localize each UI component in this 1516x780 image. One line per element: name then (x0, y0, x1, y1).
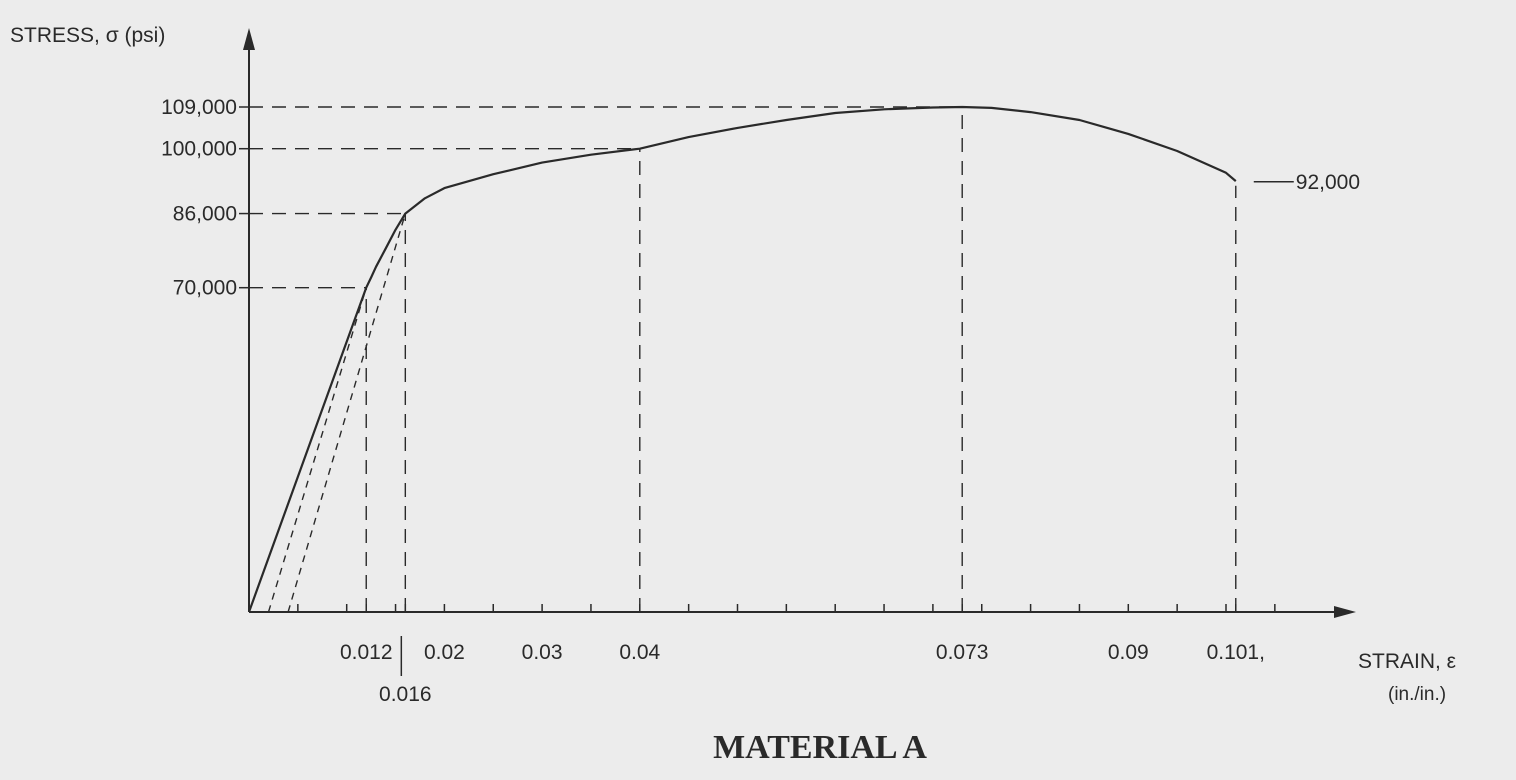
tick-marks (239, 106, 1276, 676)
tick-labels: 0.012 0.016 0.02 0.03 0.04 0.073 0.09 0.101, 109… (161, 96, 1360, 706)
x-axis-unit: (in./in.) (1388, 684, 1446, 705)
series-layer (247, 105, 1237, 613)
offset-line-1 (267, 287, 367, 613)
chart-title: MATERIAL A (713, 729, 927, 766)
x-axis-title: STRAIN, ε (1358, 650, 1456, 673)
x-tick-label: 0.016 (379, 683, 432, 706)
y-tick-label: 100,000 (161, 138, 237, 161)
x-tick-label: 0.101, (1207, 641, 1265, 664)
x-axis-arrow (1334, 606, 1356, 618)
y-axis-title: STRESS, σ (psi) (10, 24, 165, 47)
x-tick-label: 0.02 (424, 641, 465, 664)
y-tick-label: 86,000 (173, 203, 237, 226)
x-tick-label: 0.073 (936, 641, 989, 664)
y-tick-label: 109,000 (161, 96, 237, 119)
x-tick-label: 0.03 (522, 641, 563, 664)
y-axis-arrow (243, 28, 255, 50)
x-tick-label: 0.012 (340, 641, 393, 664)
offset-line-2 (287, 213, 406, 613)
reference-lines (249, 106, 1237, 612)
x-tick-label: 0.09 (1108, 641, 1149, 664)
stress-strain-curve (247, 105, 1237, 613)
y-tick-label: 70,000 (173, 277, 237, 300)
annotation-label: 92,000 (1296, 171, 1360, 194)
axes (243, 28, 1356, 618)
x-tick-label: 0.04 (619, 641, 660, 664)
